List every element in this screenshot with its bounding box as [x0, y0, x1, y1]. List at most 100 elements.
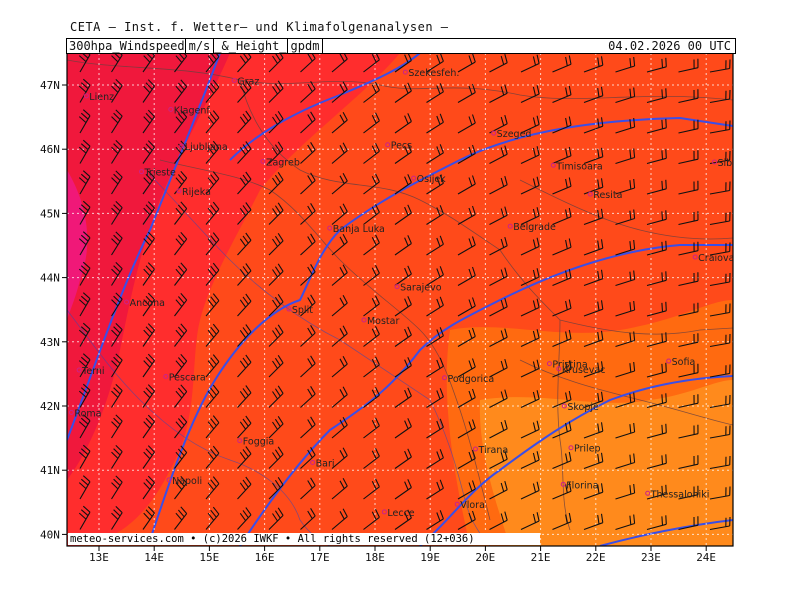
wind-barb: [489, 511, 508, 530]
wind-barb: [205, 445, 220, 469]
city-label: Foggia: [243, 437, 274, 448]
wind-barb: [520, 54, 540, 73]
wind-shading-lowest: [479, 380, 733, 546]
wind-barb: [552, 299, 572, 317]
longitude-tick-label: 19E: [420, 551, 440, 564]
wind-barb: [394, 143, 412, 164]
city-marker: [168, 106, 174, 112]
wind-barb: [646, 179, 667, 195]
wind-barb: [300, 447, 316, 469]
longitude-tick-label: 13E: [89, 551, 109, 564]
wind-barb: [426, 449, 444, 469]
wind-barb: [678, 150, 699, 165]
city-marker: [385, 142, 391, 148]
wind-barb: [142, 292, 155, 317]
wind-barb: [205, 323, 220, 347]
city-marker: [402, 69, 408, 75]
wind-barb: [678, 394, 699, 409]
wind-barb: [457, 419, 476, 439]
wind-barb: [457, 114, 476, 134]
wind-barb: [678, 424, 699, 439]
wind-barb: [615, 392, 636, 409]
wind-barb: [268, 477, 284, 500]
wind-barb: [457, 480, 476, 500]
wind-barb: [268, 355, 284, 378]
city-label: Krusevac: [562, 365, 606, 376]
wind-barb: [237, 476, 252, 500]
wind-barb: [268, 507, 284, 530]
wind-barb: [111, 201, 123, 225]
wind-barb: [111, 353, 123, 378]
wind-barb: [363, 264, 380, 286]
wind-barb: [205, 262, 220, 286]
wind-barb: [583, 483, 604, 500]
wind-barb: [583, 86, 604, 104]
wind-barb: [78, 292, 91, 317]
wind-barb: [678, 455, 699, 470]
wind-barb: [142, 445, 155, 469]
height-contour-6: [229, 53, 421, 161]
wind-barb: [174, 323, 188, 347]
wind-barb: [205, 354, 220, 378]
wind-barbs: [78, 53, 731, 531]
wind-barb: [709, 211, 731, 226]
wind-barb: [520, 298, 540, 317]
city-marker: [139, 169, 145, 175]
wind-barb: [678, 89, 699, 104]
wind-barb: [111, 292, 123, 317]
wind-barb: [300, 172, 316, 195]
city-label: Timisoara: [555, 161, 602, 172]
wind-barb: [363, 386, 380, 408]
wind-barb: [111, 109, 123, 134]
city-layer: Szekesfeh. Graz Lienz Klagenf. Szeged Ljublja…: [68, 68, 733, 519]
wind-barb: [394, 82, 412, 103]
wind-barb: [552, 390, 572, 409]
city-marker: [176, 188, 182, 194]
city-marker: [556, 366, 562, 372]
wind-barb: [646, 118, 667, 134]
wind-barb: [205, 506, 220, 530]
wind-barb: [552, 177, 572, 195]
wind-barb: [331, 477, 348, 500]
wind-shading-strong: [67, 53, 230, 480]
wind-barb: [111, 506, 123, 530]
wind-barb: [646, 210, 667, 226]
wind-barb: [78, 200, 91, 225]
wind-barb: [78, 170, 91, 195]
wind-barb: [678, 363, 699, 378]
city-marker: [260, 158, 266, 164]
wind-barb: [520, 481, 540, 500]
wind-barb: [615, 117, 636, 134]
wind-barb: [552, 116, 572, 134]
wind-barb: [646, 484, 667, 500]
city-label: Mostar: [367, 316, 400, 327]
wind-barb: [489, 389, 508, 408]
city-marker: [472, 446, 478, 452]
wind-barb: [237, 202, 252, 225]
wind-barb: [520, 85, 540, 103]
wind-barb: [552, 146, 572, 165]
wind-barb: [331, 111, 348, 134]
wind-barb: [300, 416, 316, 439]
wind-barb: [142, 170, 155, 195]
wind-barb: [237, 232, 252, 256]
wind-barb: [300, 53, 316, 73]
city-label: Zagreb: [266, 157, 300, 168]
city-label: Szekesfeh.: [408, 68, 459, 79]
wind-barb: [174, 475, 188, 500]
wind-barb: [489, 206, 508, 225]
city-label: Trieste: [144, 168, 176, 179]
wind-barb: [394, 418, 412, 439]
longitude-tick-label: 21E: [531, 551, 551, 564]
wind-barb: [78, 475, 91, 500]
wind-barb: [268, 324, 284, 347]
wind-barb: [394, 113, 412, 134]
city-marker: [546, 361, 552, 367]
wind-barb: [583, 239, 604, 256]
wind-barb: [394, 265, 412, 286]
wind-barb: [489, 328, 508, 347]
wind-barb: [237, 446, 252, 469]
wind-barb: [615, 453, 636, 470]
wind-barb: [583, 269, 604, 287]
product-header: 300hpa_Windspeed m/s _&_Height_ gpdm 04.02.…: [66, 38, 736, 54]
